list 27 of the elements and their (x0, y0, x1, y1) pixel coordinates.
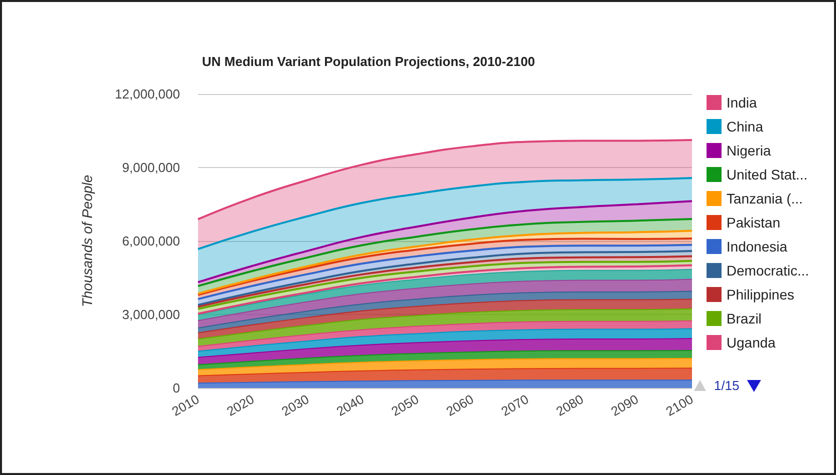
x-tick-label: 2040 (334, 392, 366, 419)
y-axis-title: Thousands of People (79, 174, 95, 308)
x-tick-label: 2080 (553, 392, 586, 419)
legend-label: Indonesia (726, 238, 788, 254)
legend-label: India (726, 94, 758, 110)
text: 1/15 (714, 378, 740, 393)
legend-label: Uganda (726, 334, 776, 350)
x-tick-label: 2060 (444, 392, 476, 419)
y-tick-label: 9,000,000 (122, 160, 180, 175)
legend-label: Brazil (726, 310, 762, 326)
x-tick-label: 2050 (388, 392, 422, 419)
legend-label: Tanzania (... (726, 190, 803, 206)
chart-title: UN Medium Variant Population Projections, 2010-2100 (202, 54, 536, 69)
x-tick-label: 2090 (608, 392, 641, 419)
x-tick-label: 2070 (498, 392, 532, 419)
legend-label: Democratic... (726, 262, 810, 278)
legend-label: Pakistan (726, 214, 780, 230)
legend-label: China (726, 118, 764, 134)
legend-label: United Stat... (726, 166, 808, 182)
x-tick-label: 2030 (279, 392, 312, 419)
y-tick-label: 3,000,000 (122, 307, 180, 322)
x-tick-label: 2020 (224, 392, 257, 419)
legend-label: Philippines (726, 286, 794, 302)
legend-label: Nigeria (726, 142, 772, 158)
x-tick-label: 2100 (663, 392, 696, 419)
y-tick-label: 6,000,000 (122, 234, 180, 248)
y-tick-label: 12,000,000 (114, 86, 180, 102)
